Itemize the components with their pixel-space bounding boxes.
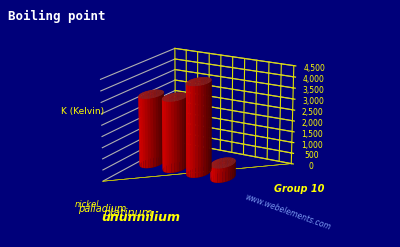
Text: Boiling point: Boiling point <box>8 10 106 23</box>
Text: www.webelements.com: www.webelements.com <box>244 192 332 232</box>
